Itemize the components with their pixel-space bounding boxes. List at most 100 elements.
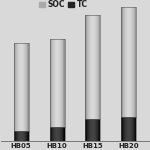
- Bar: [17, 131, 18, 141]
- Bar: [130, 117, 131, 141]
- Bar: [20, 131, 21, 141]
- Bar: [58, 39, 59, 127]
- Bar: [25, 44, 26, 131]
- Bar: [18, 131, 19, 141]
- Bar: [135, 7, 136, 117]
- Bar: [56, 39, 57, 127]
- Bar: [58, 127, 59, 141]
- Bar: [88, 119, 89, 141]
- Bar: [52, 127, 53, 141]
- Bar: [126, 117, 127, 141]
- Bar: [98, 119, 99, 141]
- Bar: [50, 39, 51, 127]
- Bar: [14, 131, 29, 141]
- Bar: [27, 131, 28, 141]
- Bar: [85, 15, 86, 119]
- Bar: [100, 119, 101, 141]
- Bar: [17, 44, 18, 131]
- Bar: [50, 127, 51, 141]
- Bar: [100, 15, 101, 119]
- Bar: [16, 44, 17, 131]
- Bar: [130, 7, 131, 117]
- Bar: [23, 44, 24, 131]
- Bar: [97, 119, 98, 141]
- Bar: [97, 15, 98, 119]
- Bar: [16, 131, 17, 141]
- Bar: [121, 7, 136, 117]
- Bar: [61, 39, 62, 127]
- Bar: [134, 7, 135, 117]
- Bar: [132, 117, 133, 141]
- Bar: [59, 39, 60, 127]
- Bar: [87, 119, 88, 141]
- Bar: [128, 7, 129, 117]
- Bar: [122, 117, 123, 141]
- Bar: [95, 15, 96, 119]
- Bar: [22, 44, 23, 131]
- Bar: [86, 119, 87, 141]
- Bar: [125, 7, 126, 117]
- Bar: [54, 39, 55, 127]
- Bar: [89, 119, 90, 141]
- Bar: [93, 15, 94, 119]
- Bar: [63, 39, 64, 127]
- Bar: [60, 39, 61, 127]
- Bar: [58, 127, 59, 141]
- Bar: [121, 117, 136, 141]
- Bar: [123, 117, 124, 141]
- Bar: [19, 131, 20, 141]
- Bar: [53, 39, 54, 127]
- Bar: [96, 15, 97, 119]
- Bar: [24, 44, 25, 131]
- Bar: [55, 127, 56, 141]
- Bar: [121, 7, 122, 117]
- Bar: [133, 117, 134, 141]
- Bar: [50, 127, 65, 141]
- Bar: [93, 119, 94, 141]
- Bar: [58, 39, 59, 127]
- Bar: [131, 7, 132, 117]
- Bar: [85, 119, 86, 141]
- Bar: [15, 44, 16, 131]
- Bar: [127, 7, 128, 117]
- Bar: [121, 117, 122, 141]
- Bar: [61, 39, 62, 127]
- Bar: [124, 117, 125, 141]
- Bar: [50, 39, 65, 127]
- Bar: [131, 117, 132, 141]
- Bar: [85, 119, 100, 141]
- Bar: [126, 7, 127, 117]
- Bar: [52, 39, 53, 127]
- Bar: [90, 119, 91, 141]
- Bar: [99, 119, 100, 141]
- Bar: [57, 127, 58, 141]
- Bar: [60, 127, 61, 141]
- Bar: [61, 127, 62, 141]
- Bar: [124, 7, 125, 117]
- Bar: [21, 44, 22, 131]
- Bar: [53, 127, 54, 141]
- Bar: [22, 131, 23, 141]
- Bar: [14, 131, 15, 141]
- Bar: [90, 15, 91, 119]
- Bar: [87, 15, 88, 119]
- Bar: [14, 44, 15, 131]
- Bar: [25, 131, 26, 141]
- Bar: [92, 15, 93, 119]
- Bar: [51, 127, 52, 141]
- Bar: [129, 7, 130, 117]
- Bar: [129, 117, 130, 141]
- Bar: [14, 44, 29, 131]
- Bar: [132, 7, 133, 117]
- Bar: [95, 119, 96, 141]
- Bar: [128, 117, 129, 141]
- Bar: [134, 117, 135, 141]
- Legend: SOC, TC: SOC, TC: [39, 0, 87, 9]
- Bar: [64, 127, 65, 141]
- Bar: [28, 131, 29, 141]
- Bar: [62, 39, 63, 127]
- Bar: [55, 39, 56, 127]
- Bar: [62, 127, 63, 141]
- Bar: [127, 117, 128, 141]
- Bar: [28, 44, 29, 131]
